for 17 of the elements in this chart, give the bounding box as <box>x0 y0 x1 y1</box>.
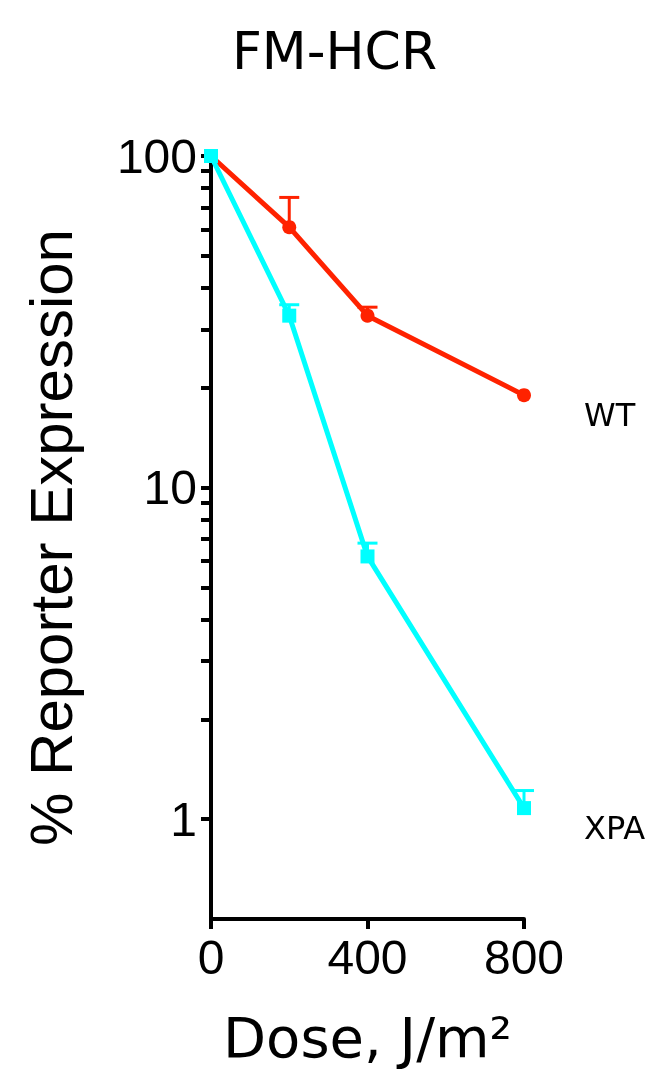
y-tick-label: 10 <box>143 461 197 515</box>
series-label: XPA <box>584 809 646 848</box>
point <box>360 308 375 323</box>
x-tick-label: 400 <box>327 930 408 984</box>
y-tick-label: 1 <box>170 792 197 846</box>
series-label: WT <box>584 396 636 435</box>
point <box>517 388 531 403</box>
x-tick-label: 0 <box>197 930 225 984</box>
x-axis-title: Dose, J/m² <box>223 1004 512 1070</box>
point <box>360 549 375 564</box>
y-axis-title: % Reporter Expression <box>17 229 85 846</box>
point <box>517 801 531 816</box>
point <box>282 220 297 235</box>
point <box>282 308 297 323</box>
chart-title: FM-HCR <box>231 21 438 81</box>
x-tick-label: 800 <box>483 930 565 984</box>
y-tick-label: 100 <box>116 129 197 183</box>
